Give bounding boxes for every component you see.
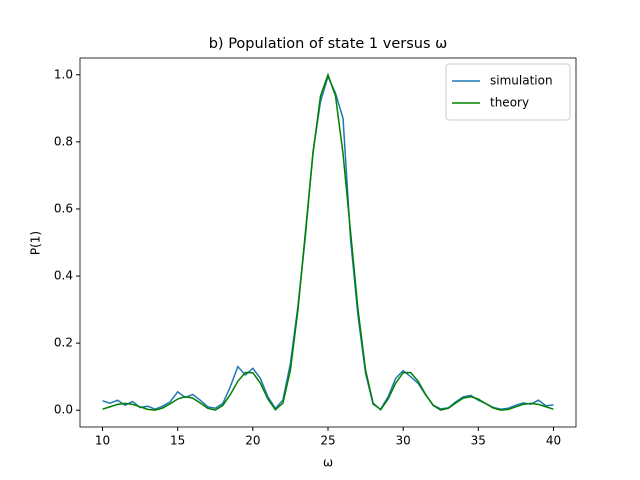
x-tick-label: 10 bbox=[95, 434, 110, 448]
plot-frame bbox=[79, 57, 577, 428]
x-tick-label: 20 bbox=[245, 434, 260, 448]
y-tick-label: 0.2 bbox=[54, 336, 73, 350]
x-tick-label: 30 bbox=[396, 434, 411, 448]
legend-label: simulation bbox=[490, 74, 553, 88]
y-tick-label: 0.4 bbox=[54, 269, 73, 283]
y-tick-label: 0.0 bbox=[54, 403, 73, 417]
y-tick-label: 0.8 bbox=[54, 134, 73, 148]
legend-label: theory bbox=[490, 96, 529, 110]
data-line bbox=[102, 74, 554, 411]
y-tick-label: 1.0 bbox=[54, 67, 73, 81]
y-axis-label: P(1) bbox=[29, 231, 43, 255]
x-tick-label: 25 bbox=[320, 434, 335, 448]
x-axis-label: ω bbox=[323, 456, 333, 470]
data-line bbox=[102, 72, 554, 411]
chart-title: b) Population of state 1 versus ω bbox=[209, 36, 448, 52]
legend-box bbox=[445, 63, 571, 121]
y-tick-label: 0.6 bbox=[54, 201, 73, 215]
x-tick-label: 15 bbox=[170, 434, 185, 448]
x-tick-label: 35 bbox=[471, 434, 486, 448]
x-tick-label: 40 bbox=[546, 434, 561, 448]
